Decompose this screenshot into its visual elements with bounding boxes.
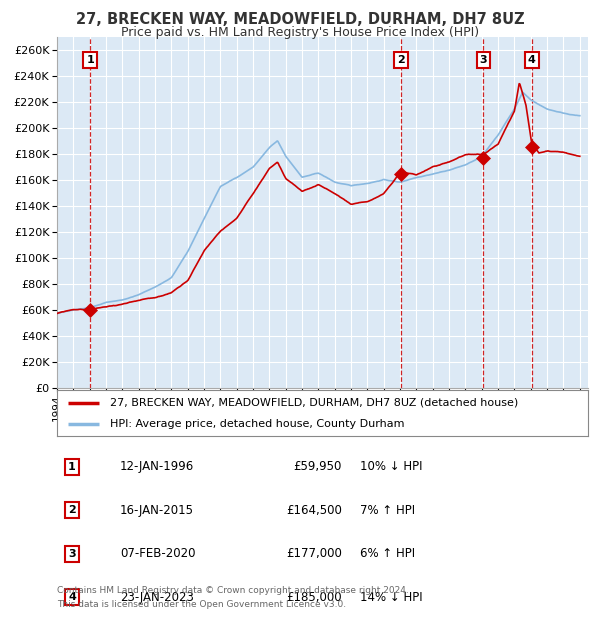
Text: 2: 2 <box>68 505 76 515</box>
Text: 10% ↓ HPI: 10% ↓ HPI <box>360 461 422 473</box>
Text: 23-JAN-2023: 23-JAN-2023 <box>120 591 194 603</box>
Text: 1: 1 <box>68 462 76 472</box>
Text: 7% ↑ HPI: 7% ↑ HPI <box>360 504 415 516</box>
Text: HPI: Average price, detached house, County Durham: HPI: Average price, detached house, Coun… <box>110 419 404 429</box>
Text: 1: 1 <box>86 55 94 65</box>
Text: £185,000: £185,000 <box>286 591 342 603</box>
Text: 3: 3 <box>68 549 76 559</box>
Text: 4: 4 <box>68 592 76 602</box>
Text: Price paid vs. HM Land Registry's House Price Index (HPI): Price paid vs. HM Land Registry's House … <box>121 26 479 39</box>
Text: 27, BRECKEN WAY, MEADOWFIELD, DURHAM, DH7 8UZ: 27, BRECKEN WAY, MEADOWFIELD, DURHAM, DH… <box>76 12 524 27</box>
Text: 2: 2 <box>397 55 404 65</box>
Text: 3: 3 <box>479 55 487 65</box>
Text: 14% ↓ HPI: 14% ↓ HPI <box>360 591 422 603</box>
Text: This data is licensed under the Open Government Licence v3.0.: This data is licensed under the Open Gov… <box>57 600 346 609</box>
Text: Contains HM Land Registry data © Crown copyright and database right 2024.: Contains HM Land Registry data © Crown c… <box>57 586 409 595</box>
Text: £177,000: £177,000 <box>286 547 342 560</box>
Text: 6% ↑ HPI: 6% ↑ HPI <box>360 547 415 560</box>
Text: £164,500: £164,500 <box>286 504 342 516</box>
Text: 12-JAN-1996: 12-JAN-1996 <box>120 461 194 473</box>
Text: 4: 4 <box>528 55 536 65</box>
Text: 16-JAN-2015: 16-JAN-2015 <box>120 504 194 516</box>
Text: £59,950: £59,950 <box>293 461 342 473</box>
Text: 27, BRECKEN WAY, MEADOWFIELD, DURHAM, DH7 8UZ (detached house): 27, BRECKEN WAY, MEADOWFIELD, DURHAM, DH… <box>110 397 518 407</box>
Text: 07-FEB-2020: 07-FEB-2020 <box>120 547 196 560</box>
